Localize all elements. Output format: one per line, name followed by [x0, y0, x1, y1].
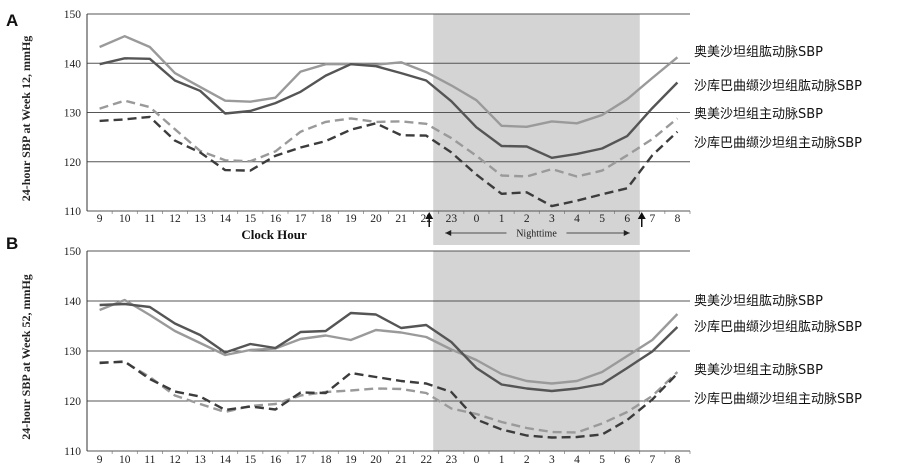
- x-tick-label: 8: [675, 213, 681, 225]
- x-tick-label: 3: [549, 454, 555, 466]
- y-tick-label: 130: [64, 346, 82, 358]
- nighttime-arrowhead-left: [445, 230, 452, 236]
- nighttime-label-bg: [506, 226, 567, 238]
- x-tick-label: 22: [420, 454, 432, 466]
- x-tick-label: 10: [119, 454, 131, 466]
- x-tick-label: 15: [245, 454, 257, 466]
- x-tick-label: 11: [144, 454, 155, 466]
- x-tick-label: 9: [97, 213, 103, 225]
- series-line-2: [99, 57, 679, 160]
- y-tick-label: 110: [64, 206, 81, 218]
- nighttime-band: [433, 14, 640, 245]
- series-line-3: [99, 360, 679, 434]
- x-tick-label: 9: [97, 454, 103, 466]
- x-tick-label: 19: [345, 213, 357, 225]
- series-line-3: [99, 99, 679, 178]
- legend-label: 奥美沙坦组肱动脉SBP: [694, 294, 823, 309]
- legend-label: 沙库巴曲缬沙坦组主动脉SBP: [694, 135, 862, 151]
- x-tick-label: 14: [219, 213, 231, 225]
- legend-label: 沙库巴曲缬沙坦组主动脉SBP: [694, 391, 862, 407]
- series-line-1: [99, 298, 679, 385]
- y-axis-title: 24-hour SBP at Week 52, mmHg: [19, 274, 33, 440]
- x-tick-label: 7: [649, 454, 655, 466]
- x-tick-label: 16: [270, 454, 282, 466]
- legend-label: 沙库巴曲缬沙坦组肱动脉SBP: [694, 78, 862, 94]
- legend-label: 奥美沙坦组主动脉SBP: [694, 363, 823, 378]
- x-tick-label: 18: [320, 213, 332, 225]
- x-tick-label: 23: [446, 213, 458, 225]
- x-tick-label: 0: [474, 213, 480, 225]
- boundary-arrowhead: [637, 212, 646, 219]
- legend-label: 奥美沙坦组主动脉SBP: [694, 107, 823, 122]
- y-tick-label: 150: [64, 246, 82, 258]
- x-tick-label: 19: [345, 454, 357, 466]
- x-tick-label: 20: [370, 213, 382, 225]
- x-tick-label: 5: [599, 213, 605, 225]
- x-tick-label: 1: [499, 213, 505, 225]
- x-tick-label: 10: [119, 213, 131, 225]
- boundary-arrowhead: [425, 212, 434, 219]
- series-line-1: [99, 35, 679, 129]
- y-tick-label: 120: [64, 396, 82, 408]
- x-tick-label: 14: [219, 454, 231, 466]
- legend-label: 沙库巴曲缬沙坦组肱动脉SBP: [694, 319, 862, 335]
- x-tick-label: 17: [295, 454, 307, 466]
- y-tick-label: 110: [64, 446, 81, 458]
- x-tick-label: 2: [524, 213, 530, 225]
- x-tick-label: 13: [194, 213, 206, 225]
- x-tick-label: 20: [370, 454, 382, 466]
- x-tick-label: 2: [524, 454, 530, 466]
- y-tick-label: 120: [64, 157, 82, 169]
- y-tick-label: 140: [64, 58, 82, 70]
- nighttime-arrowhead-right: [623, 230, 630, 236]
- x-tick-label: 4: [574, 454, 580, 466]
- x-tick-label: 18: [320, 454, 332, 466]
- x-tick-label: 6: [624, 454, 630, 466]
- x-tick-label: 16: [270, 213, 282, 225]
- series-line-4: [99, 115, 679, 208]
- x-tick-label: 21: [395, 213, 407, 225]
- series-line-2: [99, 302, 679, 393]
- x-tick-label: 0: [474, 454, 480, 466]
- panel-letter: A: [6, 11, 18, 30]
- x-tick-label: 23: [446, 454, 458, 466]
- x-tick-label: 7: [649, 213, 655, 225]
- x-tick-label: 21: [395, 454, 407, 466]
- y-tick-label: 140: [64, 296, 82, 308]
- legend-label: 奥美沙坦组肱动脉SBP: [694, 45, 823, 60]
- series-line-4: [99, 360, 679, 439]
- x-tick-label: 4: [574, 213, 580, 225]
- x-tick-label: 1: [499, 454, 505, 466]
- nighttime-label: Nighttime: [516, 229, 557, 240]
- x-tick-label: 3: [549, 213, 555, 225]
- x-tick-label: 11: [144, 213, 155, 225]
- y-tick-label: 130: [64, 108, 82, 120]
- x-tick-label: 13: [194, 454, 206, 466]
- panel-letter: B: [6, 234, 18, 253]
- y-tick-label: 150: [64, 9, 82, 21]
- x-axis-title: Clock Hour: [241, 227, 307, 242]
- x-tick-label: 15: [245, 213, 257, 225]
- x-tick-label: 17: [295, 213, 307, 225]
- x-tick-label: 8: [675, 454, 681, 466]
- y-axis-title: 24-hour SBP at Week 12, mmHg: [19, 36, 33, 202]
- x-tick-label: 12: [169, 213, 181, 225]
- x-tick-label: 12: [169, 454, 181, 466]
- x-tick-label: 6: [624, 213, 630, 225]
- x-tick-label: 5: [599, 454, 605, 466]
